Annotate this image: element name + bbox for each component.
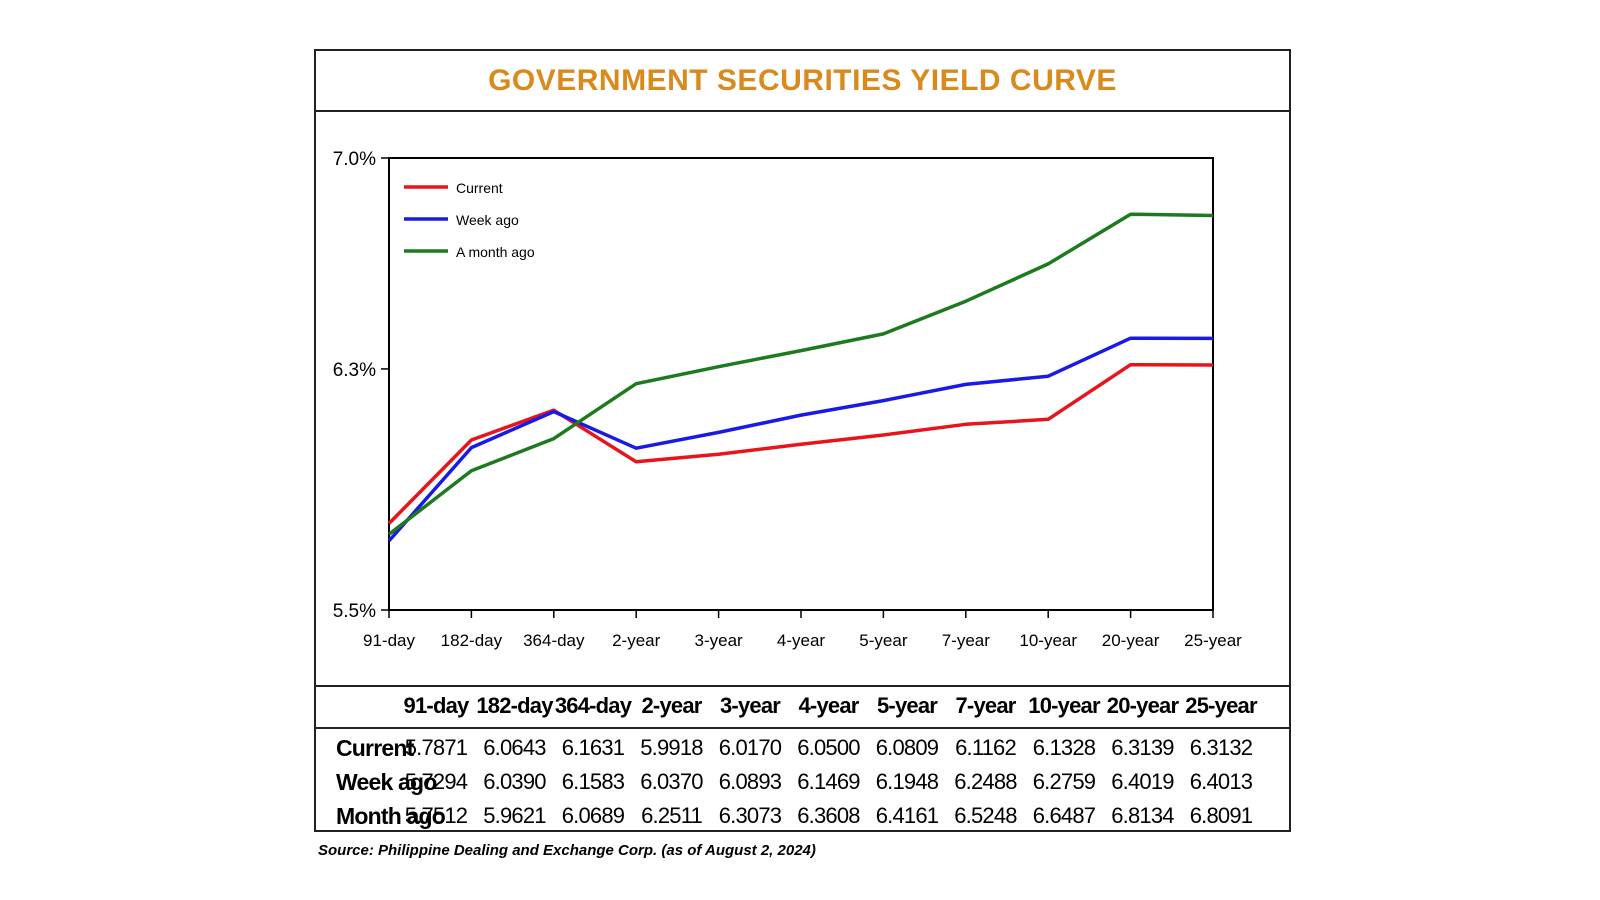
x-tick-label: 3-year [695,631,744,650]
chart-frame: GOVERNMENT SECURITIES YIELD CURVE 5.5% 6.… [314,49,1291,832]
table-cell: 6.0170 [718,735,782,760]
y-tick-label: 6.3% [333,360,376,381]
table-row-label: Month ago [336,803,446,829]
table-cell: 5.7294 [404,769,468,794]
series-line-current [387,362,1214,525]
table-header-rule [316,727,1289,729]
table-header-cell: 91-day [403,693,470,718]
table-cell: 6.8134 [1111,803,1174,828]
y-tick-label: 7.0% [333,149,376,170]
table-header-cell: 25-year [1185,693,1257,718]
table-cell: 6.6487 [1032,803,1096,828]
table-cell: 6.0809 [875,735,939,760]
table-cell: 6.3073 [718,803,782,828]
table-cell: 6.5248 [954,803,1017,828]
table-cell: 6.0689 [561,803,625,828]
table-cell: 6.4161 [875,803,939,828]
table-header-cell: 364-day [554,693,632,718]
x-tick-label: 2-year [612,631,661,650]
table-cell: 6.4019 [1111,769,1174,794]
table-cell: 6.3608 [797,803,860,828]
table-cell: 6.0390 [483,769,546,794]
table-cell: 6.3139 [1111,735,1174,760]
x-tick-label: 364-day [523,631,585,650]
x-tick-label: 91-day [363,631,415,650]
y-tick-label: 5.5% [333,601,376,622]
series-line-a-month-ago [387,212,1214,536]
table-cell: 6.0370 [640,769,703,794]
legend-label: Current [456,180,503,196]
table-cell: 5.7871 [404,735,468,760]
chart-title: GOVERNMENT SECURITIES YIELD CURVE [488,63,1117,97]
x-tick-label: 10-year [1019,631,1077,650]
table-header-cell: 2-year [641,693,702,718]
table-cell: 6.0500 [797,735,860,760]
table-cell: 6.4013 [1189,769,1253,794]
table-header-cell: 3-year [719,693,781,718]
legend-label: A month ago [456,244,535,260]
table-cell: 5.7512 [404,803,468,828]
table-cell: 6.1469 [797,769,860,794]
x-tick-label: 5-year [859,631,908,650]
x-tick-label: 4-year [777,631,826,650]
source-note: Source: Philippine Dealing and Exchange … [318,842,816,859]
table-cell: 6.8091 [1189,803,1253,828]
table-cell: 5.9918 [640,735,703,760]
table-cell: 6.0643 [483,735,546,760]
series-line-week-ago [387,336,1214,543]
table-cell: 6.1328 [1032,735,1096,760]
table-header-cell: 4-year [798,693,859,718]
table-header-cell: 182-day [476,693,553,718]
table-header-cell: 5-year [876,693,938,718]
table-cell: 6.0893 [718,769,782,794]
table-row-label: Current [336,735,414,761]
x-tick-label: 7-year [942,631,991,650]
title-band: GOVERNMENT SECURITIES YIELD CURVE [316,51,1289,112]
table-cell: 6.1631 [561,735,625,760]
x-tick-label: 182-day [441,631,503,650]
table-header-cell: 7-year [955,693,1016,718]
legend-label: Week ago [456,212,519,228]
table-cell: 5.9621 [483,803,546,828]
yield-curve-chart: 5.5% 6.3% 7.0% 91-day 182-day 364-day 2-year 3-… [333,149,1242,650]
table-cell: 6.2488 [954,769,1017,794]
table-cell: 6.2511 [641,803,703,828]
yield-table: 91-day 182-day 364-day 2-year 3-year 4-year 5-… [316,685,1289,832]
table-cell: 6.1162 [955,735,1017,760]
x-tick-label: 25-year [1184,631,1242,650]
table-row-label: Week ago [336,769,437,795]
table-cell: 6.2759 [1032,769,1096,794]
table-cell: 6.3132 [1189,735,1253,760]
x-tick-label: 20-year [1102,631,1160,650]
table-cell: 6.1948 [875,769,939,794]
table-cell: 6.1583 [561,769,625,794]
table-header-cell: 20-year [1106,693,1179,718]
table-header-cell: 10-year [1028,693,1100,718]
